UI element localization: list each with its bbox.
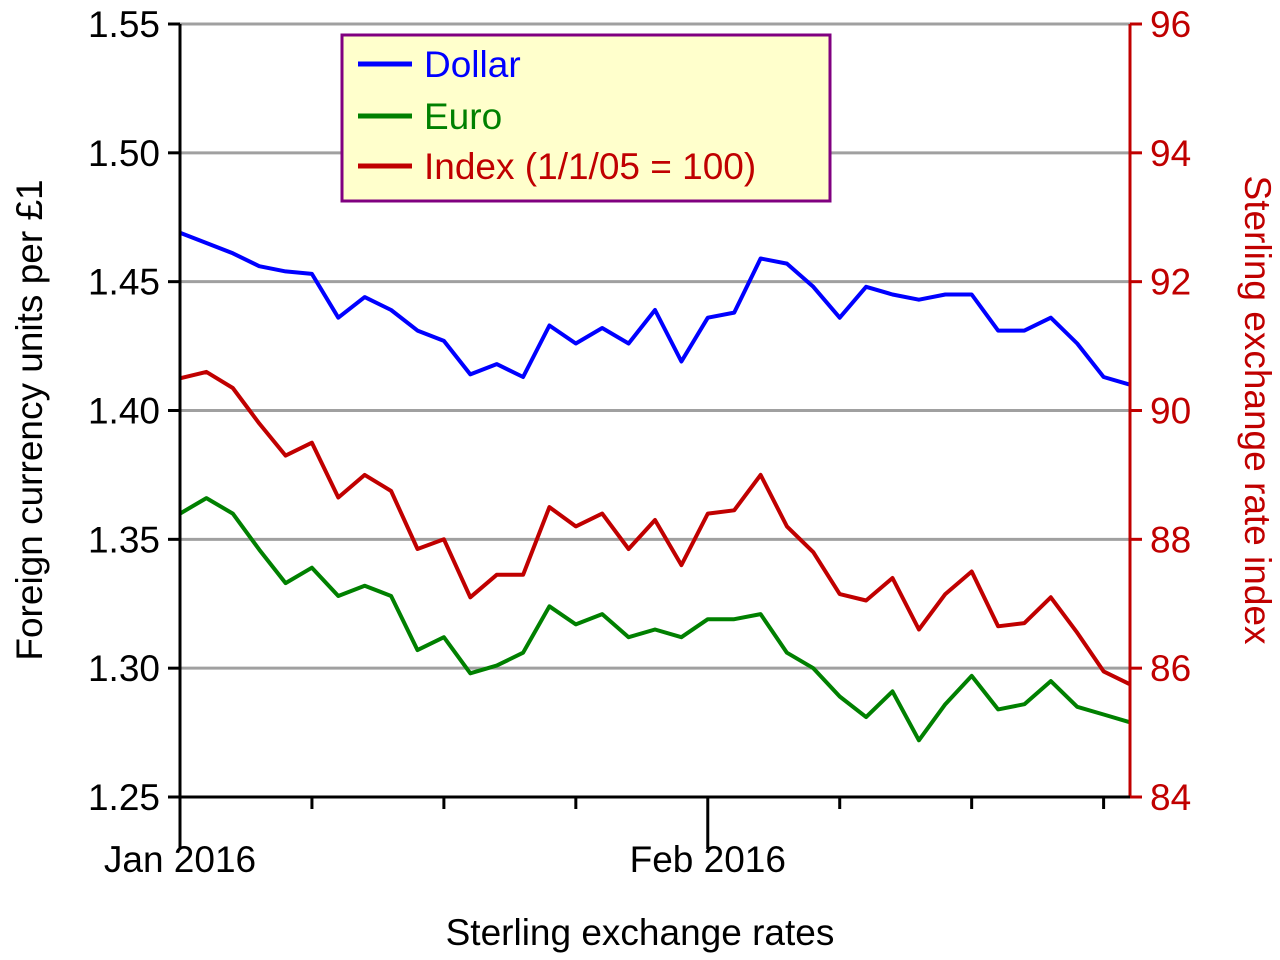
y-right-tick-label: 90	[1150, 391, 1191, 432]
legend: Dollar Euro Index (1/1/05 = 100)	[340, 33, 832, 203]
x-tick-label: Feb 2016	[630, 839, 786, 880]
tick-labels: 1.25 1.30 1.35 1.40 1.45 1.50 1.55 84 86 88 90 92 94…	[88, 4, 1191, 880]
y-right-tick-label: 84	[1150, 777, 1191, 818]
y-left-tick-label: 1.25	[88, 777, 160, 818]
y-right-tick-label: 86	[1150, 648, 1191, 689]
x-tick-label: Jan 2016	[104, 839, 256, 880]
y-left-tick-label: 1.40	[88, 391, 160, 432]
series-euro-line	[178, 496, 1131, 743]
y-right-tick-label: 96	[1150, 4, 1191, 45]
y-right-tick-label: 92	[1150, 262, 1191, 303]
y-left-tick-label: 1.55	[88, 4, 160, 45]
series-dollar-line	[179, 230, 1131, 387]
y-right-tick-label: 88	[1150, 519, 1191, 560]
axes	[168, 22, 1142, 849]
legend-label-index: Index (1/1/05 = 100)	[424, 146, 756, 187]
y-left-tick-label: 1.30	[88, 648, 160, 689]
y-left-tick-label: 1.45	[88, 262, 160, 303]
x-axis-title: Sterling exchange rates	[446, 912, 835, 953]
series-lines	[178, 230, 1131, 743]
legend-box	[340, 33, 832, 203]
y-left-tick-label: 1.50	[88, 133, 160, 174]
y-left-tick-label: 1.35	[88, 519, 160, 560]
y-right-tick-label: 94	[1150, 133, 1191, 174]
y-axis-left-title: Foreign currency units per £1	[9, 179, 50, 660]
legend-label-euro: Euro	[424, 96, 502, 137]
legend-label-dollar: Dollar	[424, 44, 521, 85]
y-axis-right-title: Sterling exchange rate index	[1237, 176, 1278, 645]
series-index-line	[179, 369, 1131, 687]
